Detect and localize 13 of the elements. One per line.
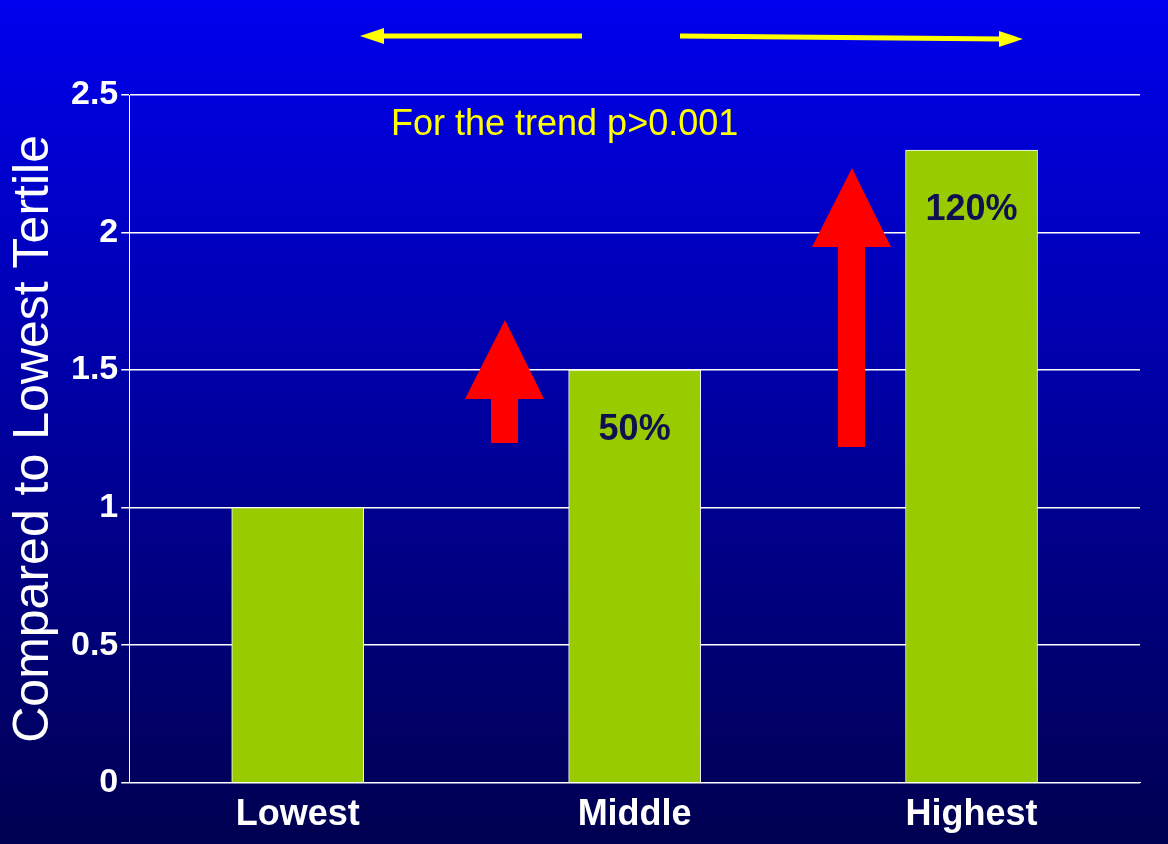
y-tick-label: 2 xyxy=(99,210,119,249)
y-tick-label: 1 xyxy=(99,486,119,525)
annotation: For the trend p>0.001 xyxy=(391,101,739,143)
y-axis-title: Compared to Lowest Tertile xyxy=(2,135,59,743)
annotation: 120% xyxy=(925,186,1018,228)
annotation: 50% xyxy=(598,407,671,449)
x-tick-label: Lowest xyxy=(235,792,360,834)
x-tick-label: Middle xyxy=(577,792,692,834)
y-tick-label: 1.5 xyxy=(71,348,119,387)
y-tick-label: 0 xyxy=(99,761,119,800)
y-tick-label: 2.5 xyxy=(71,73,119,112)
x-tick-label: Highest xyxy=(905,792,1038,834)
y-tick-label: 0.5 xyxy=(71,623,119,662)
